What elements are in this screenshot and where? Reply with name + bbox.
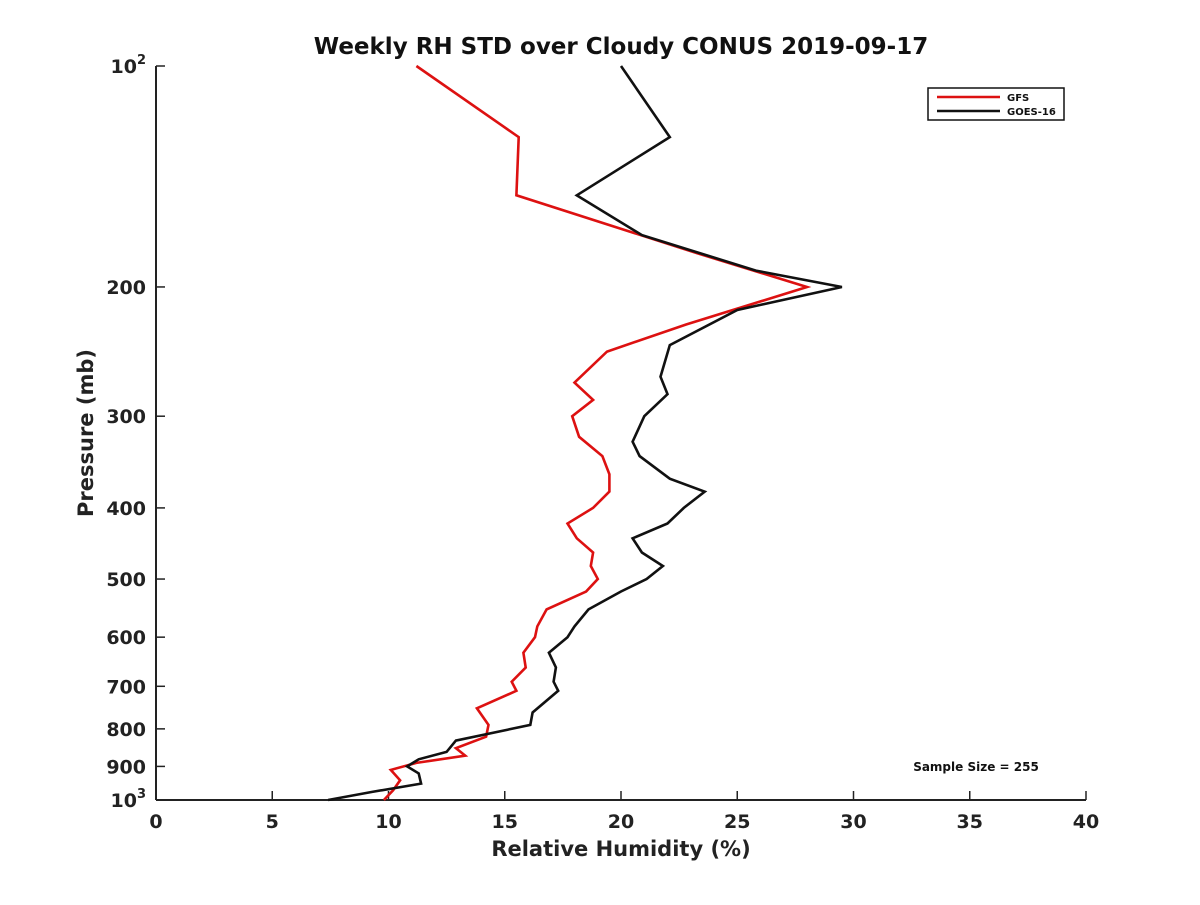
y-tick-label: 800	[106, 719, 146, 741]
x-tick-label: 35	[957, 811, 983, 833]
y-tick-label: 103	[111, 787, 147, 812]
y-tick-label: 200	[106, 277, 146, 299]
series-layer	[327, 64, 843, 802]
y-tick-label: 600	[106, 627, 146, 649]
legend-box	[927, 87, 1065, 121]
x-tick-label: 5	[266, 811, 279, 833]
y-tick-label: 900	[106, 756, 146, 778]
x-ticks: 0 5 10 15 20 25 30 35 40	[149, 791, 1099, 833]
legend-label-goes16: GOES-16	[1007, 107, 1056, 118]
series-line-goes16	[327, 65, 843, 802]
y-axis-label: Pressure (mb)	[74, 349, 98, 517]
y-tick-label: 700	[106, 676, 146, 698]
legend: GFS GOES-16	[927, 87, 1065, 121]
legend-label-gfs: GFS	[1007, 93, 1029, 104]
y-tick-label: 400	[106, 498, 146, 520]
sample-size-annotation: Sample Size = 255	[913, 760, 1039, 774]
x-tick-label: 40	[1073, 811, 1099, 833]
x-tick-label: 0	[149, 811, 162, 833]
series-line-gfs	[382, 64, 812, 801]
x-tick-label: 10	[375, 811, 401, 833]
y-tick-label: 500	[106, 569, 146, 591]
x-tick-label: 15	[492, 811, 518, 833]
x-tick-label: 30	[840, 811, 866, 833]
x-tick-label: 20	[608, 811, 634, 833]
y-tick-label: 300	[106, 406, 146, 428]
chart-title: Weekly RH STD over Cloudy CONUS 2019-09-…	[314, 34, 928, 60]
y-ticks: 102 200 300 400 500 600 700 800 900 103	[106, 53, 165, 812]
x-axis-label: Relative Humidity (%)	[491, 837, 750, 861]
y-tick-label: 102	[111, 53, 147, 78]
x-tick-label: 25	[724, 811, 750, 833]
